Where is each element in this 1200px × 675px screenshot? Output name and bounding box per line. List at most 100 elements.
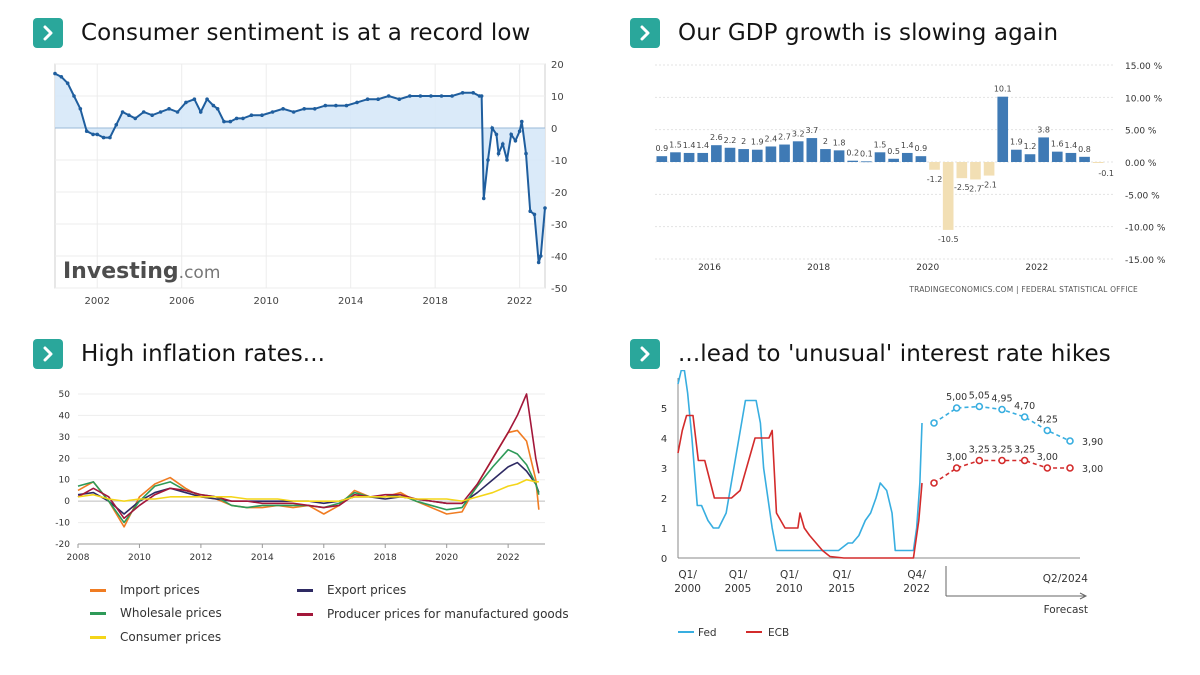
x-tick-label: 2020 xyxy=(916,263,939,273)
forecast-data-label: 5,00 xyxy=(946,392,967,403)
gdp-bar xyxy=(751,149,763,162)
gdp-data-label: 2.4 xyxy=(765,134,778,143)
gdp-data-label: 0.5 xyxy=(887,147,900,156)
forecast-point xyxy=(952,464,961,472)
gdp-bar xyxy=(929,162,940,170)
y-tick-label: -10 xyxy=(55,519,70,529)
sentiment-point xyxy=(494,132,499,137)
forecast-point xyxy=(1020,456,1029,465)
gdp-data-label: 1.6 xyxy=(1051,140,1064,149)
x-tick-label: 2010 xyxy=(776,583,803,595)
y-tick-label: -20 xyxy=(551,188,567,199)
sentiment-point xyxy=(192,97,197,101)
sentiment-point xyxy=(408,94,412,98)
forecast-data-label: 3,00 xyxy=(946,452,967,463)
panel-1-title: Consumer sentiment is at a record low xyxy=(81,20,531,46)
gdp-data-label: -10.5 xyxy=(938,235,959,244)
x-tick-label: 2018 xyxy=(807,263,830,273)
legend-label: Fed xyxy=(698,627,717,639)
gdp-data-label: 1.4 xyxy=(696,141,709,150)
gdp-source: TRADINGECONOMICS.COM | FEDERAL STATISTIC… xyxy=(908,285,1138,294)
gdp-bar xyxy=(997,96,1009,162)
y-tick-label: -20 xyxy=(55,540,70,550)
forecast-point xyxy=(930,479,938,487)
x-tick-label: 2018 xyxy=(374,553,397,562)
forecast-data-label: 3,00 xyxy=(1037,452,1058,463)
forecast-point xyxy=(930,419,938,427)
gdp-bar xyxy=(942,162,954,230)
y-tick-label: 1 xyxy=(661,524,667,535)
y-tick-label: 10.00 % xyxy=(1125,94,1163,104)
sentiment-point xyxy=(291,110,296,114)
panel-4-header: ...lead to 'unusual' interest rate hikes xyxy=(630,337,1111,371)
y-tick-label: 20 xyxy=(59,454,71,464)
sentiment-point xyxy=(260,113,264,117)
legend-swatch xyxy=(90,588,106,592)
sentiment-point xyxy=(78,107,83,111)
y-tick-label: -5.00 % xyxy=(1125,191,1160,201)
sentiment-point xyxy=(509,132,514,137)
fed-line xyxy=(677,370,923,552)
forecast-data-label: 4,95 xyxy=(991,394,1012,405)
forecast-data-label: 4,70 xyxy=(1014,401,1035,412)
sentiment-point xyxy=(175,110,180,114)
x-tick-label: 2022 xyxy=(497,553,520,562)
forecast-data-label: 3,00 xyxy=(1082,464,1103,475)
gdp-data-label: 2 xyxy=(741,137,746,146)
sentiment-point xyxy=(528,209,533,213)
legend-label: Wholesale prices xyxy=(120,606,222,620)
gdp-data-label: 3.2 xyxy=(792,129,805,138)
forecast-point xyxy=(1066,464,1074,472)
sentiment-point xyxy=(72,94,76,98)
sentiment-point xyxy=(133,116,138,121)
y-tick-label: 0 xyxy=(661,554,667,565)
sentiment-point xyxy=(471,91,475,95)
gdp-data-label: -0.1 xyxy=(1098,169,1114,178)
y-tick-label: -10 xyxy=(551,156,567,167)
gdp-bar xyxy=(683,152,695,162)
gdp-data-label: 2.7 xyxy=(778,133,791,142)
gdp-data-label: 1.8 xyxy=(833,138,846,147)
sentiment-point xyxy=(184,100,188,105)
forecast-arrow-head xyxy=(1079,592,1088,600)
y-tick-label: 5.00 % xyxy=(1125,127,1157,137)
sentiment-point xyxy=(281,107,285,111)
forecast-tick-label: Q2/2024 xyxy=(1043,573,1089,585)
y-tick-label: 50 xyxy=(59,390,71,400)
forecast-data-label: 3,25 xyxy=(1014,445,1035,456)
gdp-data-label: 0.2 xyxy=(846,149,859,158)
gdp-bar xyxy=(956,162,968,179)
forecast-point xyxy=(1043,464,1052,472)
panel-2-title: Our GDP growth is slowing again xyxy=(678,20,1059,46)
legend-swatch xyxy=(297,612,313,616)
sentiment-point xyxy=(479,94,484,98)
sentiment-point xyxy=(91,132,95,137)
legend-label: ECB xyxy=(768,627,789,639)
sentiment-point xyxy=(53,71,57,76)
sentiment-point xyxy=(59,75,64,79)
x-tick-label: 2002 xyxy=(85,296,110,307)
gdp-data-label: 1.4 xyxy=(683,141,696,150)
gdp-data-label: 1.9 xyxy=(751,138,764,147)
forecast-point xyxy=(1020,413,1029,421)
forecast-data-label: 3,90 xyxy=(1082,437,1103,448)
sentiment-point xyxy=(270,110,275,114)
forecast-point xyxy=(952,404,961,412)
gdp-data-label: 1.9 xyxy=(1010,138,1023,147)
sentiment-point xyxy=(490,126,494,130)
y-tick-label: 3 xyxy=(661,464,667,475)
legend-swatch xyxy=(90,635,106,639)
inflation-series-line xyxy=(77,429,540,528)
y-tick-label: -30 xyxy=(551,220,567,231)
gdp-bar xyxy=(806,138,818,162)
sentiment-area xyxy=(55,73,545,263)
sentiment-point xyxy=(127,113,131,117)
gdp-bar xyxy=(983,162,995,176)
gdp-chart: 15.00 % 10.00 % 5.00 % 0.00 % -5.00 % -10.00 … xyxy=(655,62,1166,294)
gdp-bar xyxy=(779,144,790,162)
gdp-bar xyxy=(738,149,749,162)
sentiment-point xyxy=(517,129,522,133)
sentiment-point xyxy=(198,110,203,114)
